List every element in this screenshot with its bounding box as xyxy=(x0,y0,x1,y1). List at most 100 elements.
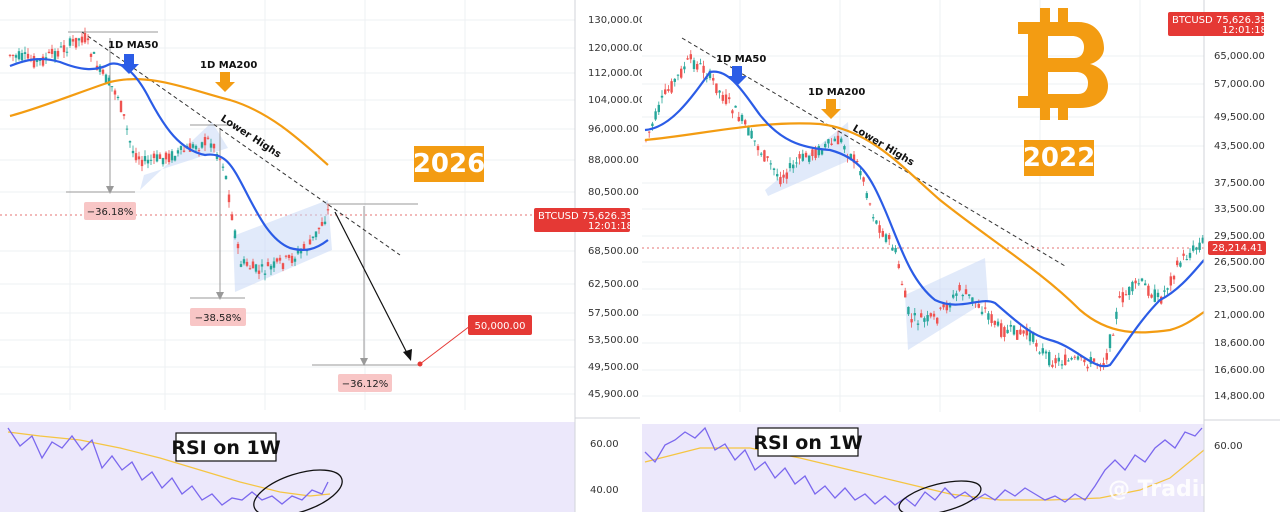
candle-body xyxy=(958,284,961,291)
candle-body xyxy=(203,137,207,146)
candle-body xyxy=(1070,357,1073,360)
candle-body xyxy=(245,261,249,266)
candle-body xyxy=(881,230,884,237)
candle-body xyxy=(269,265,273,270)
candle-body xyxy=(278,257,282,261)
left-tick-4: 96,000.00 xyxy=(588,124,639,135)
right-lower-highs-line xyxy=(681,37,1066,267)
candle-body xyxy=(785,172,788,179)
candle-body xyxy=(1201,237,1204,243)
candle-body xyxy=(197,150,201,152)
secondary-price-tag xyxy=(1208,241,1266,255)
candle-body xyxy=(1057,357,1060,362)
candle-body xyxy=(868,203,872,205)
candle-body xyxy=(817,146,820,156)
candle-body xyxy=(737,116,740,122)
right-tick-4: 37,500.00 xyxy=(1214,178,1265,189)
candle-body xyxy=(53,51,57,60)
candle-body xyxy=(230,214,234,221)
left-tick-11: 49,500.00 xyxy=(588,362,639,373)
candle-body xyxy=(955,293,958,296)
candle-body xyxy=(990,314,993,323)
candle-body xyxy=(1182,253,1185,256)
candle-body xyxy=(1195,247,1198,250)
candle-body xyxy=(1044,351,1048,354)
candle-body xyxy=(254,264,258,272)
candle-body xyxy=(788,163,792,169)
candle-body xyxy=(200,142,204,148)
candle-body xyxy=(1153,289,1156,302)
candle-body xyxy=(849,153,852,160)
left-rsi-ma-line xyxy=(7,431,331,497)
candle-body xyxy=(101,69,105,74)
candle-body xyxy=(167,153,171,163)
candle-body xyxy=(820,149,824,155)
candle-body xyxy=(984,307,987,309)
candle-body xyxy=(1105,353,1108,360)
candle-body xyxy=(891,247,894,251)
candle-body xyxy=(852,154,856,163)
candle-body xyxy=(699,63,702,65)
right-rsi-line xyxy=(644,426,1203,507)
candle-body xyxy=(680,68,683,78)
candle-body xyxy=(71,39,75,42)
candle-body xyxy=(1064,354,1067,366)
left-tick-2: 112,000.00 xyxy=(588,68,645,79)
candle-body xyxy=(8,54,12,56)
candle-body xyxy=(926,315,929,322)
candle-body xyxy=(993,320,996,325)
candle-body xyxy=(281,263,285,270)
candle-body xyxy=(218,158,222,160)
candle-body xyxy=(987,313,990,320)
right-candles xyxy=(644,50,1204,372)
candle-body xyxy=(696,63,699,70)
candle-body xyxy=(747,126,750,136)
left-current-time: 12:01:18 xyxy=(588,221,633,232)
candle-body xyxy=(728,97,731,100)
candle-body xyxy=(724,94,728,104)
candle-body xyxy=(1016,329,1019,340)
left-current-price: 75,626.35 xyxy=(582,211,633,222)
candle-body xyxy=(1073,356,1076,358)
candle-body xyxy=(290,255,294,263)
candle-body xyxy=(667,89,670,91)
candle-body xyxy=(1000,323,1003,337)
left-current-price-tag xyxy=(534,208,630,232)
candle-body xyxy=(945,303,948,311)
candle-body xyxy=(308,239,312,245)
candle-body xyxy=(323,221,327,225)
left-tick-1: 120,000.00 xyxy=(588,43,645,54)
candle-body xyxy=(811,149,814,157)
candle-body xyxy=(131,150,135,154)
right-tick-5: 33,500.00 xyxy=(1214,204,1265,215)
candle-body xyxy=(251,261,255,269)
candle-body xyxy=(1140,278,1144,281)
candle-body xyxy=(731,110,734,114)
candle-body xyxy=(683,66,686,70)
left-tick-5: 88,000.00 xyxy=(588,155,639,166)
candle-body xyxy=(1150,294,1153,298)
candle-body xyxy=(134,153,138,161)
candle-body xyxy=(68,38,72,46)
candle-body xyxy=(86,38,90,41)
candle-body xyxy=(62,45,66,53)
left-rsi-tick-0: 60.00 xyxy=(590,439,619,450)
left-drop-box-3 xyxy=(338,374,392,392)
left-tick-9: 57,500.00 xyxy=(588,308,639,319)
candle-body xyxy=(1156,292,1160,298)
candle-body xyxy=(670,81,673,93)
candle-body xyxy=(1032,332,1035,342)
candle-body xyxy=(1147,285,1150,296)
candle-body xyxy=(888,235,891,240)
candle-body xyxy=(952,294,955,298)
candle-body xyxy=(326,209,330,211)
candle-body xyxy=(923,318,926,322)
right-tick-8: 23,500.00 xyxy=(1214,284,1265,295)
candle-body xyxy=(224,175,228,180)
candle-body xyxy=(188,143,192,152)
candle-body xyxy=(654,111,657,120)
right-tick-11: 16,600.00 xyxy=(1214,365,1265,376)
candle-body xyxy=(113,90,117,95)
candle-body xyxy=(808,155,811,162)
